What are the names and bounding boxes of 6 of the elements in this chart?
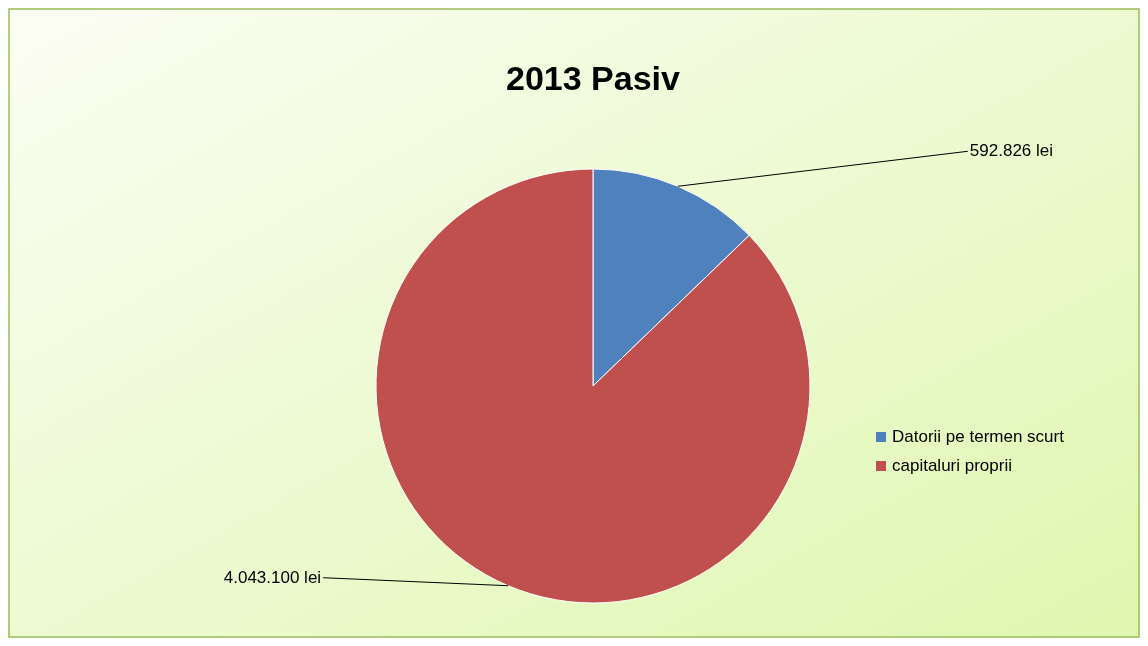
chart-title: 2013 Pasiv <box>506 59 681 97</box>
slice-label: capitaluri proprii <box>892 456 1012 475</box>
data-label: 592.826 lei <box>969 141 1054 161</box>
pie-slice <box>375 168 811 604</box>
legend-label: Datorii pe termen scurt <box>892 427 1065 446</box>
data-label: 4.043.100 lei <box>223 567 322 587</box>
